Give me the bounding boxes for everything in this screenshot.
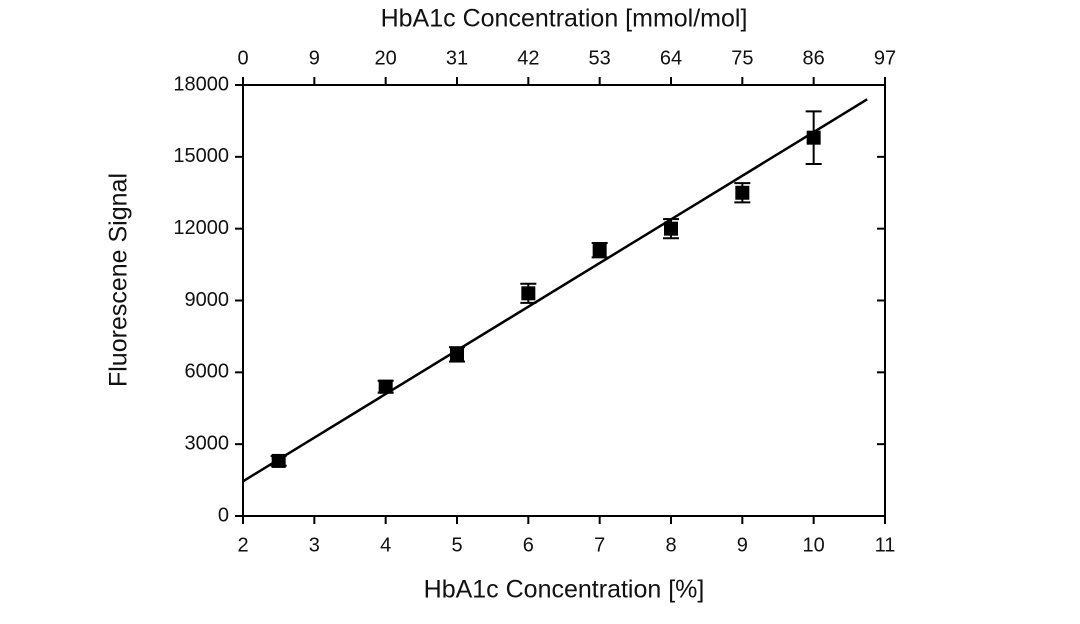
x2-tick-label: 0 [237, 47, 248, 69]
x-tick-label: 8 [665, 534, 676, 556]
y-tick-label: 3000 [185, 432, 230, 454]
plot-frame [242, 84, 886, 517]
y-tick-label: 15000 [173, 145, 229, 167]
x-tick-label: 4 [380, 534, 391, 556]
y-tick-label: 6000 [185, 361, 230, 383]
x-tick-label: 5 [451, 534, 462, 556]
point [735, 185, 750, 200]
point [592, 243, 607, 258]
y-tick-label: 12000 [173, 217, 229, 239]
x2-tick-label: 75 [731, 47, 753, 69]
x-tick-label: 10 [803, 534, 825, 556]
y-tick-label: 18000 [173, 73, 229, 95]
x2-tick-label: 42 [517, 47, 539, 69]
x-tick-label: 7 [594, 534, 605, 556]
point [450, 347, 464, 362]
x2-tick-label: 64 [660, 47, 682, 69]
y-axis-title: Fluorescene Signal [105, 173, 133, 387]
x2-tick-label: 86 [803, 47, 825, 69]
x-tick-label: 9 [737, 534, 748, 556]
y-tick-label: 9000 [185, 289, 230, 311]
y-tick-label: 0 [218, 504, 229, 526]
fit-line [242, 98, 868, 483]
point [378, 379, 393, 394]
point [521, 286, 536, 301]
point [271, 453, 286, 468]
point [664, 221, 678, 236]
x-tick-label: 2 [237, 534, 248, 556]
x2-axis-title: HbA1c Concentration [mmol/mol] [381, 5, 748, 33]
point [806, 130, 821, 145]
x-tick-label: 6 [523, 534, 534, 556]
x-tick-label: 3 [309, 534, 320, 556]
x-axis-title: HbA1c Concentration [%] [424, 576, 705, 604]
x2-tick-label: 53 [589, 47, 611, 69]
x-tick-label: 11 [875, 534, 896, 556]
x2-tick-label: 31 [446, 47, 468, 69]
x2-tick-label: 20 [375, 47, 397, 69]
x2-tick-label: 97 [874, 47, 896, 69]
x2-tick-label: 9 [309, 47, 320, 69]
